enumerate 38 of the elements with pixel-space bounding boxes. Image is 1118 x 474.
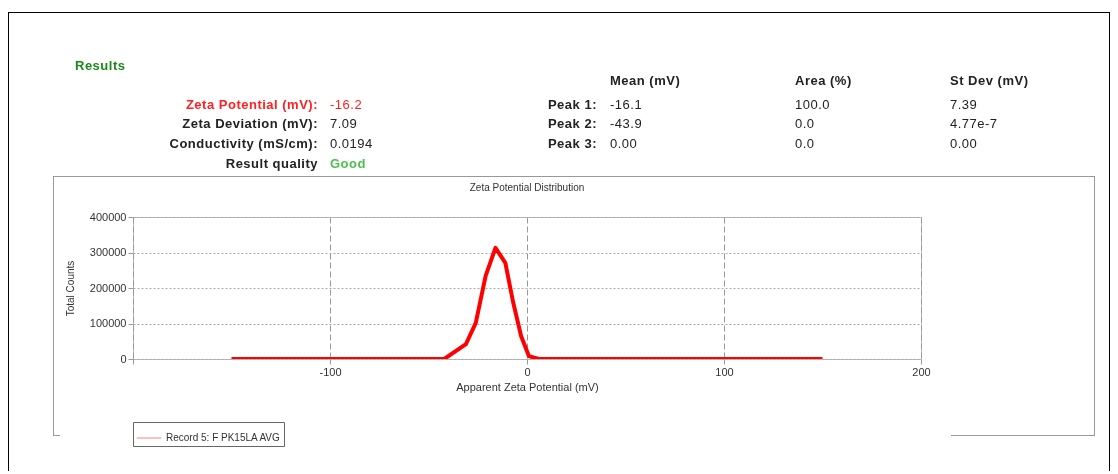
x-tick-label: 100 [715,365,734,378]
x-tick-label: 0 [524,365,531,378]
x-tick-label: -100 [319,365,342,378]
text: 0.0 [795,136,815,151]
text: Peak 3: [547,136,597,151]
y-tick-label: 200000 [89,281,127,294]
y-tick-label: 0 [120,352,127,365]
text: Zeta Deviation (mV): [182,116,318,131]
text: 100.0 [795,97,831,112]
line-series [229,245,825,359]
text: Good [330,156,366,171]
legend-label: Record 5: F PK15LA AVG [166,432,280,443]
text: St Dev (mV) [950,73,1029,88]
y-tick-label: 300000 [89,246,127,258]
text: Area (%) [795,73,852,88]
x-axis-title: Apparent Zeta Potential (mV) [456,380,599,393]
text: -16.1 [610,97,643,112]
text: 7.39 [950,97,978,112]
x-tick-label: 200 [912,365,931,378]
y-axis-title: Total Counts [64,260,76,317]
text: -16.2 [330,97,363,112]
text: Results [75,58,126,73]
text: Conductivity (mS/cm): [169,136,318,151]
text: 0.00 [610,136,638,151]
y-tick-label: 400000 [89,210,127,223]
text: 0.0 [795,116,815,131]
text: Mean (mV) [610,73,681,88]
chart-title: Zeta Potential Distribution [469,182,585,193]
y-tick-label: 100000 [89,317,127,329]
text: 0.0194 [330,136,373,151]
text: -43.9 [610,116,643,131]
text: Zeta Potential (mV): [185,97,318,112]
text: 4.77e-7 [950,116,998,131]
text: Result quality [225,156,318,171]
text: 0.00 [950,136,978,151]
text: 7.09 [330,116,358,131]
text: Peak 2: [547,116,597,131]
text: Peak 1: [547,97,597,112]
